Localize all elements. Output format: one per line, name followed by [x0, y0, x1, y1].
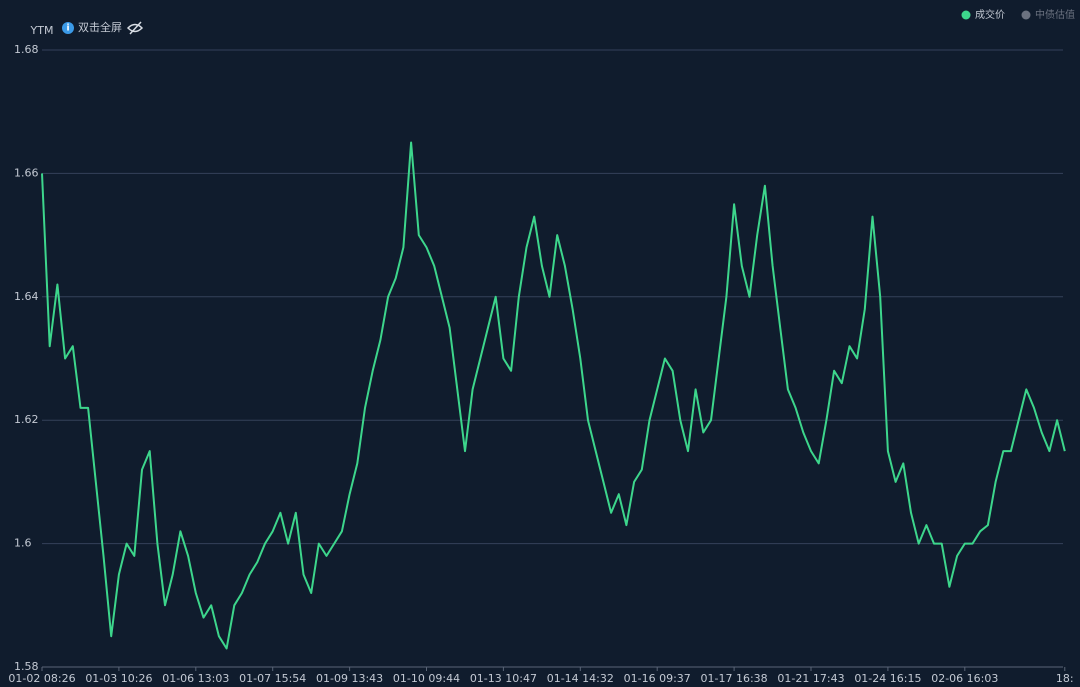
x-tick-label: 01-06 13:03: [162, 672, 229, 685]
y-tick-label: 1.6: [14, 537, 32, 550]
x-tick-label: 01-16 09:37: [624, 672, 691, 685]
x-tick-label: 01-07 15:54: [239, 672, 306, 685]
x-tick-label: 01-02 08:26: [8, 672, 75, 685]
legend: 成交价 中债估值: [961, 8, 1075, 21]
x-tick-label: 01-14 14:32: [547, 672, 614, 685]
series-line: [41, 141, 1066, 650]
hide-icon[interactable]: [126, 21, 144, 35]
fullscreen-hint[interactable]: 双击全屏: [78, 20, 122, 34]
x-tick-label: 18:: [1056, 672, 1074, 685]
y-tick-label: 1.64: [14, 290, 39, 303]
legend-label[interactable]: 中债估值: [1035, 8, 1075, 21]
x-tick-label: 01-10 09:44: [393, 672, 460, 685]
legend-label[interactable]: 成交价: [975, 8, 1005, 21]
y-tick-label: 1.68: [14, 43, 39, 56]
y-tick-label: 1.62: [14, 413, 39, 426]
info-icon-glyph: i: [66, 24, 69, 34]
legend-swatch: [961, 10, 971, 20]
legend-swatch: [1021, 10, 1031, 20]
x-tick-label: 01-09 13:43: [316, 672, 383, 685]
info-icon[interactable]: [62, 22, 74, 34]
x-tick-label: 01-13 10:47: [470, 672, 537, 685]
y-tick-label: 1.66: [14, 166, 39, 179]
y-axis-label: YTM: [30, 24, 54, 37]
x-tick-label: 01-03 10:26: [85, 672, 152, 685]
x-tick-label: 01-24 16:15: [854, 672, 921, 685]
y-tick-label: 1.58: [14, 660, 39, 673]
eye-slash: [129, 21, 142, 35]
x-tick-label: 01-21 17:43: [777, 672, 844, 685]
x-tick-label: 01-17 16:38: [701, 672, 768, 685]
x-tick-label: 02-06 16:03: [931, 672, 998, 685]
